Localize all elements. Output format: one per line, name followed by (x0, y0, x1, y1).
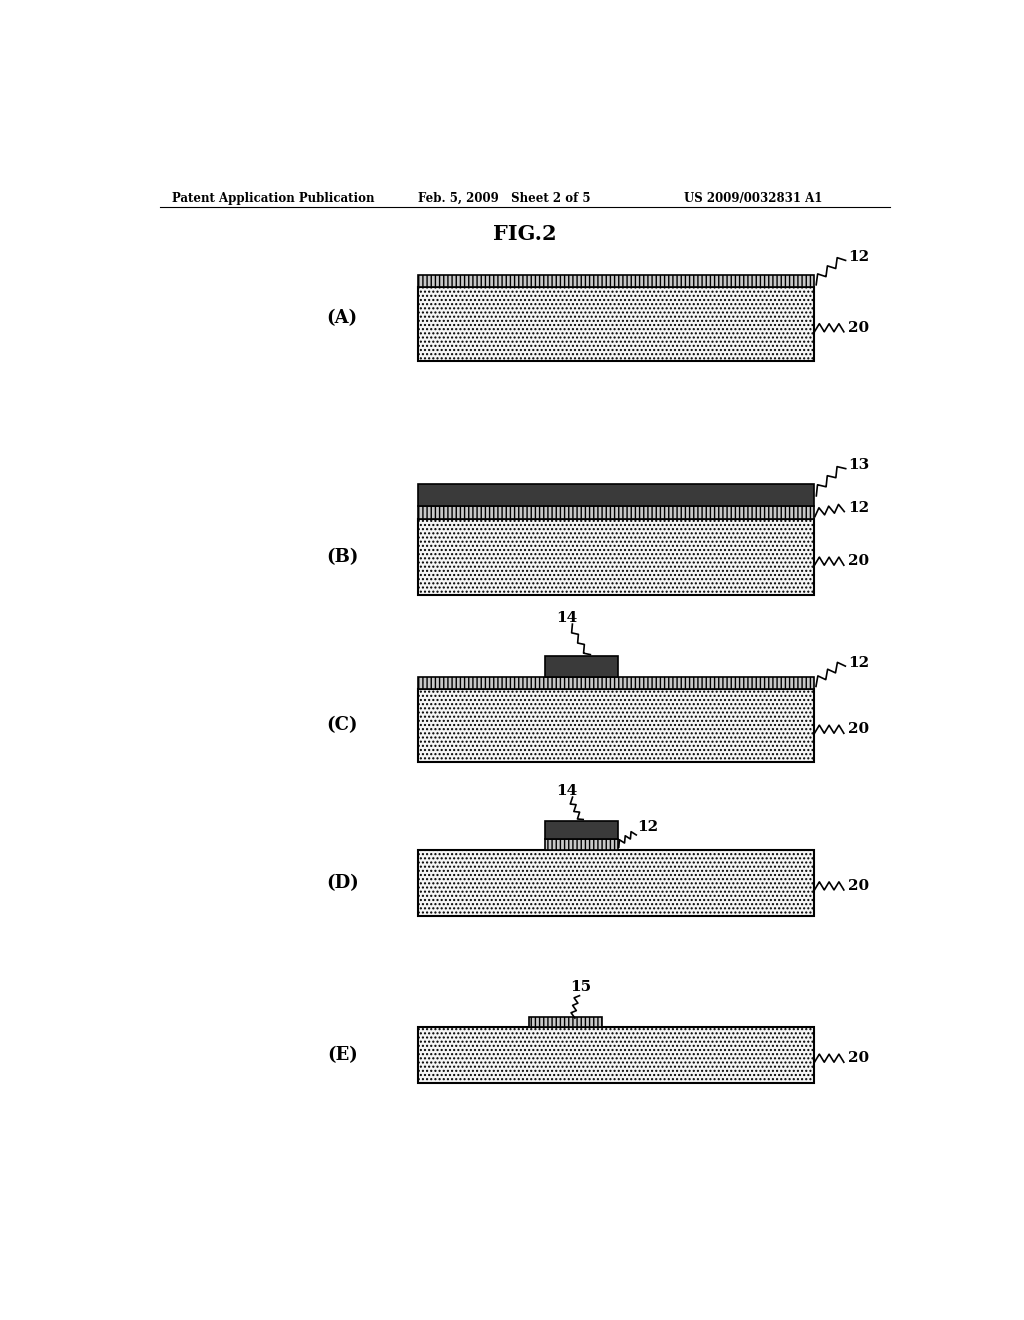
Text: (E): (E) (327, 1047, 357, 1064)
Bar (418, 519, 814, 595)
Text: (A): (A) (327, 309, 357, 327)
Bar (545, 656, 617, 677)
Text: (D): (D) (326, 874, 358, 891)
Text: 12: 12 (848, 500, 869, 515)
Bar (418, 689, 814, 762)
Text: 14: 14 (556, 611, 578, 624)
Bar (545, 821, 617, 840)
Text: 12: 12 (848, 656, 869, 669)
Text: (C): (C) (327, 717, 358, 734)
Bar (528, 1018, 602, 1027)
Text: 14: 14 (556, 784, 578, 797)
Text: Patent Application Publication: Patent Application Publication (172, 191, 374, 205)
Text: 20: 20 (848, 554, 869, 568)
Text: 20: 20 (848, 879, 869, 892)
Text: 20: 20 (848, 1051, 869, 1065)
Bar (418, 506, 814, 519)
Text: US 2009/0032831 A1: US 2009/0032831 A1 (684, 191, 822, 205)
Text: 12: 12 (848, 249, 869, 264)
Bar (418, 850, 814, 916)
Text: 20: 20 (848, 321, 869, 335)
Text: 13: 13 (848, 458, 869, 473)
Text: 12: 12 (638, 820, 658, 834)
Bar (418, 288, 814, 360)
Text: FIG.2: FIG.2 (493, 224, 557, 244)
Bar (418, 1027, 814, 1084)
Bar (418, 483, 814, 506)
Bar (418, 276, 814, 288)
Bar (545, 840, 617, 850)
Text: Feb. 5, 2009   Sheet 2 of 5: Feb. 5, 2009 Sheet 2 of 5 (418, 191, 590, 205)
Text: 15: 15 (570, 979, 592, 994)
Text: 20: 20 (848, 722, 869, 737)
Text: (B): (B) (326, 548, 358, 566)
Bar (418, 677, 814, 689)
